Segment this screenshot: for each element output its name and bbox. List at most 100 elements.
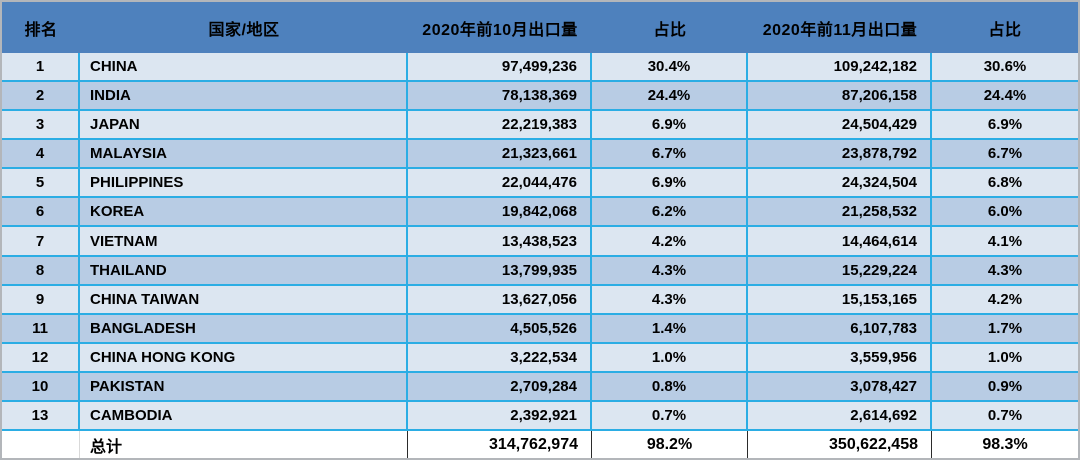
cell-export-oct: 13,438,523 — [408, 227, 592, 255]
cell-export-nov: 15,153,165 — [748, 285, 932, 313]
cell-share-nov: 4.1% — [987, 232, 1023, 250]
cell-export-oct: 22,044,476 — [408, 169, 592, 197]
cell-share-oct: 6.7% — [592, 140, 748, 168]
table-row: 4 MALAYSIA 21,323,661 6.7% 23,878,792 6.7% — [2, 140, 1078, 170]
cell-share-nov: 1.7% — [987, 319, 1023, 337]
table-body: 1 CHINA 97,499,236 30.4% 109,242,182 30.6% 2 IN… — [2, 53, 1078, 459]
cell-export-oct: 2,709,284 — [408, 372, 592, 400]
table-row: 3 JAPAN 22,219,383 6.9% 24,504,429 6.9% — [2, 111, 1078, 141]
cell-share-nov: 4.2% — [987, 290, 1023, 308]
cell-share-oct: 4.3% — [592, 256, 748, 284]
cell-country: PAKISTAN — [80, 372, 408, 400]
cell-export-oct: 13,627,056 — [408, 285, 592, 313]
cell-share-nov: 6.7% — [987, 145, 1023, 163]
total-cell-rank — [2, 431, 80, 459]
total-cell-country: 总计 — [80, 431, 408, 459]
column-header-country: 国家/地区 — [208, 21, 280, 39]
table-row: 6 KOREA 19,842,068 6.2% 21,258,532 6.0% — [2, 198, 1078, 228]
cell-export-nov: 109,242,182 — [748, 53, 932, 81]
cell-rank: 12 — [2, 343, 80, 371]
cell-share-oct: 1.4% — [592, 314, 748, 342]
cell-share-nov: 4.3% — [987, 261, 1023, 279]
cell-share-oct: 0.8% — [592, 372, 748, 400]
cell-country: INDIA — [80, 82, 408, 110]
cell-export-nov: 21,258,532 — [748, 198, 932, 226]
total-cell-export-oct: 314,762,974 — [408, 431, 592, 459]
cell-rank: 4 — [2, 140, 80, 168]
cell-rank: 3 — [2, 111, 80, 139]
cell-country: JAPAN — [80, 111, 408, 139]
cell-export-nov: 3,559,956 — [748, 343, 932, 371]
cell-share-oct: 4.2% — [592, 227, 748, 255]
cell-export-nov: 23,878,792 — [748, 140, 932, 168]
cell-country: CAMBODIA — [80, 401, 408, 430]
cell-export-oct: 4,505,526 — [408, 314, 592, 342]
cell-share-oct: 6.2% — [592, 198, 748, 226]
cell-country: BANGLADESH — [80, 314, 408, 342]
cell-rank: 8 — [2, 256, 80, 284]
cell-country: CHINA TAIWAN — [80, 285, 408, 313]
cell-export-oct: 3,222,534 — [408, 343, 592, 371]
cell-share-nov: 6.9% — [987, 116, 1023, 134]
cell-share-nov: 1.0% — [987, 348, 1023, 366]
cell-country: CHINA — [80, 53, 408, 81]
table-row: 7 VIETNAM 13,438,523 4.2% 14,464,614 4.1% — [2, 227, 1078, 257]
cell-share-oct: 0.7% — [592, 401, 748, 430]
table-row: 10 PAKISTAN 2,709,284 0.8% 3,078,427 0.9% — [2, 372, 1078, 402]
column-header-share-nov: 占比 — [988, 21, 1022, 39]
column-header-rank: 排名 — [24, 21, 58, 39]
table-row: 13 CAMBODIA 2,392,921 0.7% 2,614,692 0.7% — [2, 401, 1078, 432]
table-row: 2 INDIA 78,138,369 24.4% 87,206,158 24.4% — [2, 82, 1078, 112]
cell-country: VIETNAM — [80, 227, 408, 255]
cell-export-oct: 13,799,935 — [408, 256, 592, 284]
cell-export-nov: 6,107,783 — [748, 314, 932, 342]
cell-share-nov: 0.7% — [987, 406, 1023, 424]
table-row: 11 BANGLADESH 4,505,526 1.4% 6,107,783 1.7% — [2, 314, 1078, 344]
table-header-row: 排名 国家/地区 2020年前10月出口量 占比 2020年前11月出口量 占比 — [2, 2, 1078, 53]
cell-rank: 1 — [2, 53, 80, 81]
cell-rank: 13 — [2, 401, 80, 430]
cell-share-nov: 6.8% — [987, 174, 1023, 192]
cell-share-oct: 1.0% — [592, 343, 748, 371]
cell-country: CHINA HONG KONG — [80, 343, 408, 371]
cell-export-nov: 2,614,692 — [748, 401, 932, 430]
table-row: 9 CHINA TAIWAN 13,627,056 4.3% 15,153,165 4.2… — [2, 285, 1078, 315]
table-row: 8 THAILAND 13,799,935 4.3% 15,229,224 4.3% — [2, 256, 1078, 286]
column-header-share-oct: 占比 — [653, 21, 687, 39]
cell-export-oct: 19,842,068 — [408, 198, 592, 226]
total-cell-share-nov: 98.3% — [982, 435, 1028, 453]
cell-export-oct: 78,138,369 — [408, 82, 592, 110]
cell-share-oct: 6.9% — [592, 111, 748, 139]
cell-export-nov: 14,464,614 — [748, 227, 932, 255]
cell-country: PHILIPPINES — [80, 169, 408, 197]
cell-share-nov: 30.6% — [983, 58, 1027, 76]
cell-rank: 6 — [2, 198, 80, 226]
total-cell-export-nov: 350,622,458 — [748, 431, 932, 459]
cell-export-oct: 21,323,661 — [408, 140, 592, 168]
total-row: 总计 314,762,974 98.2% 350,622,458 98.3% — [2, 431, 1078, 459]
cell-export-nov: 3,078,427 — [748, 372, 932, 400]
cell-rank: 7 — [2, 227, 80, 255]
cell-export-nov: 15,229,224 — [748, 256, 932, 284]
cell-export-oct: 22,219,383 — [408, 111, 592, 139]
table-row: 1 CHINA 97,499,236 30.4% 109,242,182 30.6% — [2, 53, 1078, 83]
cell-country: THAILAND — [80, 256, 408, 284]
cell-rank: 2 — [2, 82, 80, 110]
cell-share-nov: 24.4% — [983, 87, 1027, 105]
cell-export-nov: 24,504,429 — [748, 111, 932, 139]
cell-share-nov: 6.0% — [987, 203, 1023, 221]
table-row: 5 PHILIPPINES 22,044,476 6.9% 24,324,504 6.8% — [2, 169, 1078, 199]
cell-export-nov: 24,324,504 — [748, 169, 932, 197]
cell-share-oct: 24.4% — [592, 82, 748, 110]
cell-export-oct: 2,392,921 — [408, 401, 592, 430]
column-header-export-oct: 2020年前10月出口量 — [422, 21, 578, 39]
cell-share-oct: 30.4% — [592, 53, 748, 81]
cell-share-oct: 4.3% — [592, 285, 748, 313]
total-cell-share-oct: 98.2% — [592, 431, 748, 459]
cell-rank: 9 — [2, 285, 80, 313]
cell-country: KOREA — [80, 198, 408, 226]
cell-rank: 10 — [2, 372, 80, 400]
table-row: 12 CHINA HONG KONG 3,222,534 1.0% 3,559,956 1… — [2, 343, 1078, 373]
cell-export-nov: 87,206,158 — [748, 82, 932, 110]
